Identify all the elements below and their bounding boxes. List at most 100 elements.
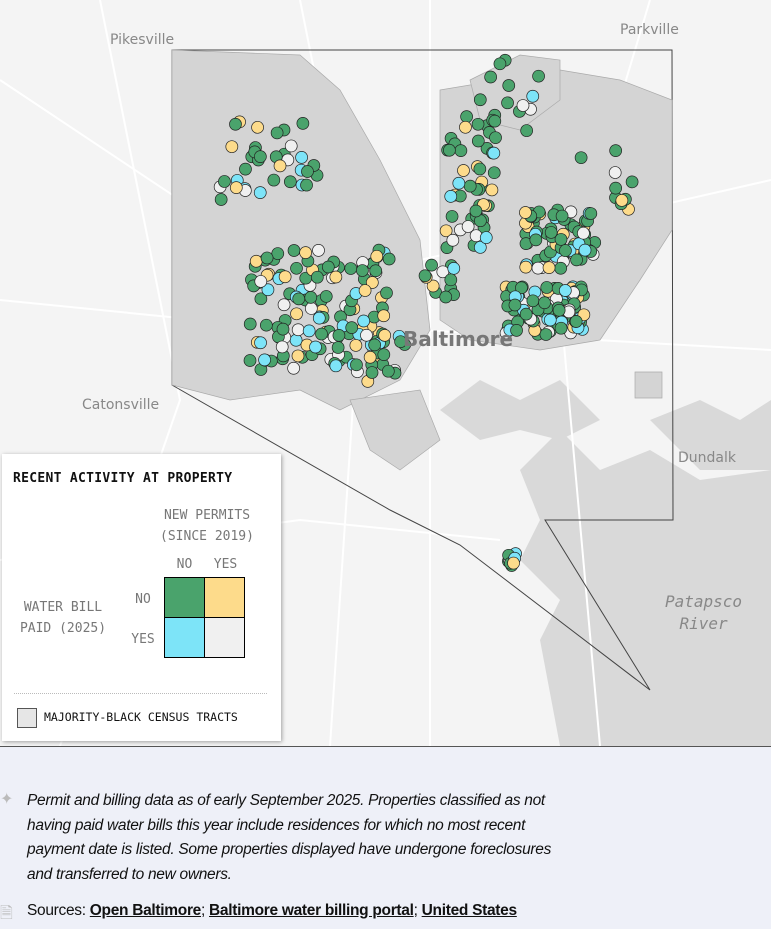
property-dot[interactable] bbox=[276, 322, 290, 336]
property-dot[interactable] bbox=[519, 206, 532, 219]
property-dot[interactable] bbox=[469, 204, 483, 218]
property-dot[interactable] bbox=[329, 359, 343, 373]
property-dot[interactable] bbox=[487, 166, 501, 180]
property-dot[interactable] bbox=[218, 175, 231, 188]
property-dot[interactable] bbox=[444, 189, 458, 203]
property-dot[interactable] bbox=[485, 183, 499, 197]
property-dot[interactable] bbox=[312, 311, 326, 325]
property-dot[interactable] bbox=[520, 124, 533, 137]
property-dot[interactable] bbox=[554, 261, 568, 275]
property-dot[interactable] bbox=[300, 178, 313, 192]
property-dot[interactable] bbox=[225, 140, 239, 154]
property-dot[interactable] bbox=[584, 207, 598, 220]
property-dot[interactable] bbox=[578, 243, 592, 257]
property-dot[interactable] bbox=[304, 291, 318, 304]
property-dot[interactable] bbox=[463, 179, 477, 193]
property-dot[interactable] bbox=[349, 339, 363, 352]
property-dot[interactable] bbox=[254, 150, 267, 163]
property-dot[interactable] bbox=[471, 117, 485, 131]
property-dot[interactable] bbox=[531, 261, 545, 275]
property-dot[interactable] bbox=[488, 114, 502, 128]
property-dot[interactable] bbox=[445, 210, 459, 223]
property-dot[interactable] bbox=[312, 244, 325, 257]
property-dot[interactable] bbox=[554, 321, 568, 335]
property-dot[interactable] bbox=[459, 120, 472, 134]
property-dot[interactable] bbox=[319, 290, 333, 303]
property-dot[interactable] bbox=[609, 181, 623, 195]
property-dot[interactable] bbox=[295, 151, 308, 164]
property-dot[interactable] bbox=[370, 249, 384, 263]
property-dot[interactable] bbox=[378, 329, 392, 342]
property-dot[interactable] bbox=[439, 224, 453, 238]
property-dot[interactable] bbox=[577, 226, 590, 240]
property-dot[interactable] bbox=[249, 254, 263, 268]
property-dot[interactable] bbox=[363, 350, 377, 364]
property-dot[interactable] bbox=[473, 162, 487, 176]
property-dot[interactable] bbox=[439, 290, 453, 304]
source-link[interactable]: Baltimore water billing portal bbox=[209, 902, 414, 919]
property-dot[interactable] bbox=[447, 262, 461, 275]
property-dot[interactable] bbox=[251, 120, 264, 134]
property-dot[interactable] bbox=[394, 335, 407, 349]
map-canvas[interactable] bbox=[0, 0, 771, 747]
property-dot[interactable] bbox=[559, 244, 572, 257]
property-dot[interactable] bbox=[473, 93, 487, 107]
property-dot[interactable] bbox=[526, 89, 540, 103]
property-dot[interactable] bbox=[558, 284, 572, 297]
property-dot[interactable] bbox=[444, 273, 458, 287]
property-dot[interactable] bbox=[358, 284, 372, 297]
property-dot[interactable] bbox=[350, 358, 363, 372]
property-dot[interactable] bbox=[243, 317, 257, 331]
property-dot[interactable] bbox=[540, 281, 554, 294]
property-dot[interactable] bbox=[570, 253, 583, 267]
property-dot[interactable] bbox=[501, 96, 514, 110]
property-dot[interactable] bbox=[489, 131, 502, 145]
property-dot[interactable] bbox=[539, 328, 553, 341]
property-dot[interactable] bbox=[380, 286, 393, 300]
property-dot[interactable] bbox=[479, 231, 493, 244]
property-dot[interactable] bbox=[214, 193, 228, 206]
property-dot[interactable] bbox=[310, 270, 324, 284]
property-dot[interactable] bbox=[484, 70, 497, 84]
property-dot[interactable] bbox=[526, 294, 540, 308]
property-dot[interactable] bbox=[471, 134, 485, 148]
property-dot[interactable] bbox=[555, 209, 569, 223]
property-dot[interactable] bbox=[615, 194, 629, 207]
property-dot[interactable] bbox=[508, 298, 522, 312]
property-dot[interactable] bbox=[543, 313, 557, 327]
property-dot[interactable] bbox=[554, 233, 568, 246]
property-dot[interactable] bbox=[309, 340, 322, 354]
property-dot[interactable] bbox=[275, 340, 289, 354]
source-link[interactable]: Open Baltimore bbox=[89, 902, 202, 919]
property-dot[interactable] bbox=[510, 324, 523, 337]
property-dot[interactable] bbox=[487, 146, 501, 160]
property-dot[interactable] bbox=[365, 276, 379, 289]
property-dot[interactable] bbox=[254, 336, 267, 350]
source-link[interactable]: United States bbox=[421, 902, 517, 919]
property-dot[interactable] bbox=[609, 144, 623, 158]
property-dot[interactable] bbox=[542, 261, 556, 274]
property-dot[interactable] bbox=[292, 292, 306, 306]
property-dot[interactable] bbox=[381, 364, 395, 378]
property-dot[interactable] bbox=[625, 175, 639, 189]
property-dot[interactable] bbox=[538, 296, 551, 310]
property-dot[interactable] bbox=[290, 261, 303, 275]
property-dot[interactable] bbox=[574, 151, 588, 165]
property-dot[interactable] bbox=[304, 302, 318, 315]
property-dot[interactable] bbox=[532, 69, 545, 83]
property-dot[interactable] bbox=[493, 57, 507, 71]
property-dot[interactable] bbox=[283, 175, 297, 189]
property-dot[interactable] bbox=[270, 126, 284, 140]
property-dot[interactable] bbox=[278, 270, 292, 284]
property-dot[interactable] bbox=[368, 338, 381, 352]
property-dot[interactable] bbox=[302, 324, 316, 338]
property-dot[interactable] bbox=[258, 353, 271, 367]
property-dot[interactable] bbox=[260, 318, 273, 332]
property-dot[interactable] bbox=[516, 99, 530, 112]
property-dot[interactable] bbox=[289, 333, 303, 347]
property-dot[interactable] bbox=[321, 260, 335, 274]
property-dot[interactable] bbox=[519, 260, 533, 274]
property-dot[interactable] bbox=[254, 275, 268, 288]
property-dot[interactable] bbox=[544, 226, 558, 239]
property-dot[interactable] bbox=[261, 283, 275, 297]
